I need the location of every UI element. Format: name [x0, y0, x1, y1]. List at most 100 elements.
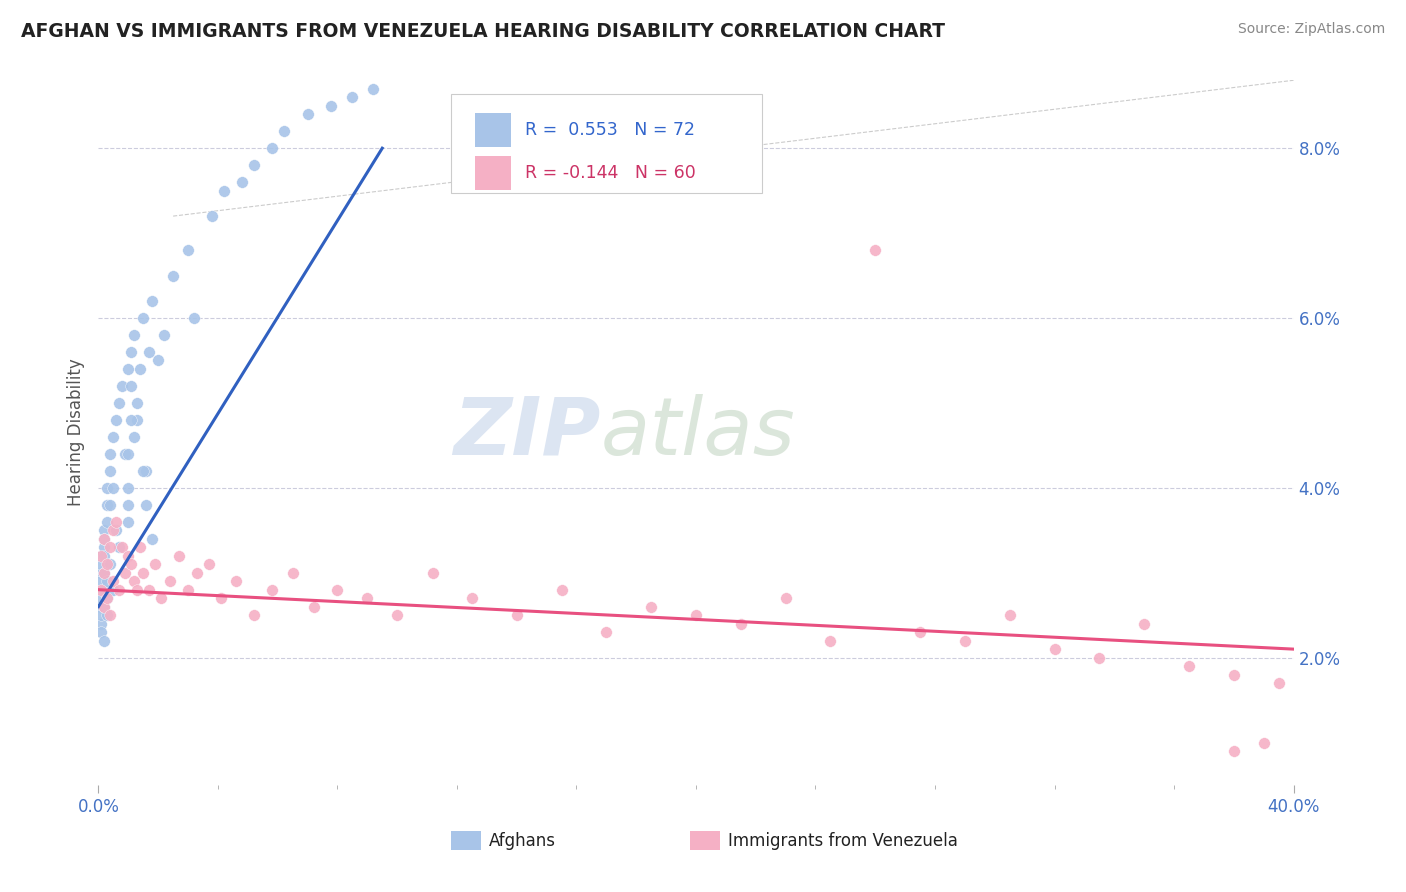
Point: [124, 430, 146, 444]
Point: [159, 574, 181, 589]
Point: [105, 523, 128, 537]
Point: [117, 447, 139, 461]
Point: [108, 396, 131, 410]
Point: [209, 591, 232, 606]
Point: [141, 532, 163, 546]
Point: [98, 558, 122, 572]
Point: [198, 558, 221, 572]
Point: [117, 515, 139, 529]
Point: [90, 608, 112, 623]
Point: [260, 582, 283, 597]
Point: [93, 599, 115, 614]
Point: [177, 582, 200, 597]
Point: [422, 566, 444, 580]
Point: [273, 124, 295, 138]
Point: [93, 532, 115, 546]
Point: [93, 566, 115, 580]
Point: [98, 608, 122, 623]
Point: [103, 574, 125, 589]
Point: [90, 558, 112, 572]
Point: [120, 413, 142, 427]
Point: [595, 625, 617, 640]
Text: Source: ZipAtlas.com: Source: ZipAtlas.com: [1237, 22, 1385, 37]
Point: [90, 599, 112, 614]
Point: [98, 540, 122, 554]
Point: [1088, 650, 1111, 665]
Point: [93, 599, 115, 614]
Bar: [690, 830, 720, 850]
Point: [120, 379, 142, 393]
Point: [93, 566, 115, 580]
Point: [96, 574, 118, 589]
Point: [90, 574, 112, 589]
Text: ZIP: ZIP: [453, 393, 600, 472]
Point: [96, 591, 118, 606]
Point: [127, 413, 149, 427]
Point: [120, 345, 142, 359]
Point: [685, 608, 707, 623]
Point: [114, 447, 136, 461]
Point: [550, 582, 572, 597]
Point: [302, 599, 325, 614]
Point: [820, 633, 842, 648]
Point: [243, 608, 266, 623]
Point: [135, 498, 157, 512]
Point: [117, 498, 139, 512]
Point: [96, 608, 118, 623]
Point: [138, 582, 160, 597]
Point: [141, 293, 163, 308]
Point: [356, 591, 378, 606]
Point: [127, 396, 149, 410]
Point: [114, 566, 136, 580]
Point: [117, 362, 139, 376]
Point: [96, 498, 118, 512]
Point: [103, 481, 125, 495]
Point: [167, 549, 190, 563]
Point: [998, 608, 1021, 623]
Point: [108, 540, 131, 554]
Point: [1223, 744, 1246, 758]
Point: [143, 558, 166, 572]
Point: [129, 540, 152, 554]
Point: [281, 566, 304, 580]
Point: [297, 107, 319, 121]
Point: [124, 328, 146, 343]
Text: R =  0.553   N = 72: R = 0.553 N = 72: [524, 121, 695, 139]
Point: [385, 608, 409, 623]
Point: [1223, 667, 1246, 681]
Point: [640, 599, 662, 614]
FancyBboxPatch shape: [451, 95, 762, 193]
Point: [177, 243, 200, 257]
Point: [342, 90, 364, 104]
Point: [96, 591, 118, 606]
Point: [90, 566, 112, 580]
Point: [1133, 616, 1156, 631]
Point: [117, 549, 139, 563]
Point: [138, 345, 160, 359]
Point: [90, 625, 112, 640]
Point: [363, 82, 385, 96]
Point: [243, 158, 266, 172]
Point: [120, 558, 142, 572]
Point: [90, 616, 112, 631]
Point: [93, 633, 115, 648]
Point: [150, 591, 173, 606]
Point: [96, 481, 118, 495]
Point: [98, 447, 122, 461]
Bar: [451, 830, 481, 850]
Point: [201, 209, 224, 223]
Text: Afghans: Afghans: [489, 831, 557, 849]
Point: [1178, 659, 1201, 673]
Point: [212, 184, 235, 198]
Point: [1267, 676, 1289, 690]
Point: [1043, 642, 1066, 657]
Point: [865, 243, 887, 257]
Bar: [475, 156, 510, 189]
Point: [108, 582, 131, 597]
Point: [93, 532, 115, 546]
Point: [730, 616, 752, 631]
Point: [103, 523, 125, 537]
Point: [127, 582, 149, 597]
Text: R = -0.144   N = 60: R = -0.144 N = 60: [524, 163, 696, 182]
Point: [96, 515, 118, 529]
